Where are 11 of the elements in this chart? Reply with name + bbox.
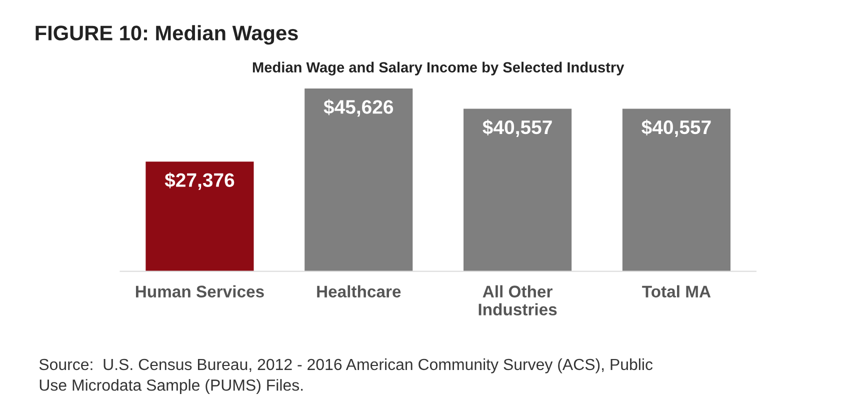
chart-subtitle: Median Wage and Salary Income by Selected Industry (252, 62, 624, 76)
data-label: $40,557 (482, 120, 552, 137)
chart-title: FIGURE 10: Median Wages (36, 25, 298, 45)
x-tick-label: Healthcare (317, 285, 401, 298)
source-note: Source: U.S. Census Bureau, 2012 - 2016 American Community Survey (ACS), Public Use Microdata Sample (PUMS) Files. (39, 358, 653, 394)
data-label: $45,626 (324, 99, 394, 117)
data-label: $40,557 (642, 120, 711, 137)
data-label: $27,376 (164, 172, 234, 190)
x-tick-label: Total MA (642, 285, 711, 298)
x-tick-label: Human Services (136, 285, 264, 298)
x-tick-label: All Other Industries (478, 285, 557, 316)
